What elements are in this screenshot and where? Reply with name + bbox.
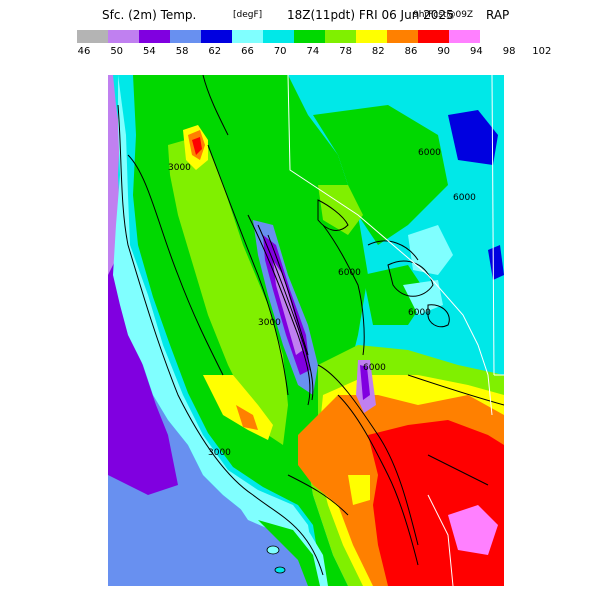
- colorbar-swatch: [77, 30, 108, 43]
- contour-label-6: 3000: [258, 318, 281, 328]
- colorbar-tick: 54: [143, 46, 156, 57]
- contour-label-7: 6000: [363, 363, 386, 373]
- basin-lightcyan-b: [408, 225, 453, 275]
- contour-sierra-2: [257, 224, 314, 401]
- desert-red: [368, 420, 504, 586]
- chart-title: Sfc. (2m) Temp. [degF] 18Z(11pdt) FRI 06…: [0, 8, 611, 24]
- contour-desert-4: [427, 454, 489, 486]
- map-svg: 3000 6000 6000 6000 6000 3000 6000 3000: [108, 75, 504, 586]
- colorbar-tick-labels: 46 50 54 58 62 66 70 74 78 82 86 90 94 98 102: [0, 46, 611, 60]
- basin-blue-east: [488, 245, 504, 280]
- colorbar-tick: 50: [110, 46, 124, 57]
- colorbar-tick: 78: [339, 46, 352, 57]
- colorbar-tick: 46: [77, 46, 91, 57]
- colorbar-tick: 90: [437, 46, 451, 57]
- desert-yellow-spot: [348, 475, 370, 505]
- state-borders: [287, 75, 504, 586]
- colorbar-swatch: [449, 30, 480, 43]
- colorbar-tick: 58: [175, 46, 189, 57]
- valley-lightgreen: [168, 135, 288, 445]
- basin-green-north: [313, 105, 448, 245]
- basin-lightcyan: [403, 280, 443, 315]
- contour-label-8: 3000: [208, 448, 231, 458]
- contour-basin-loop-1: [317, 199, 349, 231]
- title-valid-time: 18Z(11pdt) FRI 06 Jun 2025: [287, 8, 454, 22]
- colorbar-tick: 82: [371, 46, 385, 57]
- colorbar-tick: 102: [532, 46, 552, 57]
- contour-socal-1: [287, 474, 349, 516]
- temperature-colorbar: [77, 30, 480, 43]
- colorbar-swatch: [325, 30, 356, 43]
- island-b: [274, 566, 286, 574]
- title-field: Sfc. (2m) Temp.: [102, 8, 197, 22]
- title-forecast-hour: 9hrFcst@09Z: [413, 10, 474, 20]
- colorbar-tick: 74: [306, 46, 320, 57]
- contour-label-5: 6000: [408, 308, 431, 318]
- desert-pink: [448, 505, 498, 555]
- contour-desert-1: [317, 364, 419, 546]
- contour-basin-1: [322, 224, 365, 356]
- colorbar-swatch: [201, 30, 232, 43]
- contour-desert-2: [337, 394, 419, 566]
- colorbar-tick: 94: [470, 46, 483, 57]
- colorbar-swatch: [387, 30, 418, 43]
- terrain-contours: [117, 75, 504, 576]
- colorbar-tick: 86: [404, 46, 418, 57]
- contour-basin-loop-3: [427, 304, 450, 328]
- valley-orange-spot: [236, 405, 258, 430]
- contour-desert-3: [407, 374, 504, 406]
- border-nv-east: [491, 75, 495, 376]
- colorbar-tick: 62: [208, 46, 222, 57]
- contour-label-3: 6000: [453, 193, 476, 203]
- colorbar-swatch: [170, 30, 201, 43]
- desert-cold-core: [360, 365, 370, 400]
- colorbar-swatch: [232, 30, 263, 43]
- colorbar-tick: 98: [502, 46, 516, 57]
- ocean-violet: [108, 225, 178, 495]
- north-red: [192, 137, 202, 155]
- contour-basin-2: [367, 240, 419, 261]
- contour-basin-loop-2: [387, 260, 434, 297]
- colorbar-swatch: [418, 30, 449, 43]
- colorbar-swatch: [263, 30, 294, 43]
- contour-sierra-1: [247, 214, 311, 406]
- socal-coast-cyan: [238, 505, 328, 586]
- basin-blue-north: [448, 110, 498, 165]
- contour-north: [202, 75, 229, 136]
- title-units: [degF]: [233, 10, 263, 20]
- socal-coast-green: [258, 520, 320, 586]
- contour-label-1: 3000: [168, 163, 191, 173]
- island-a: [266, 545, 280, 555]
- temperature-map: 3000 6000 6000 6000 6000 3000 6000 3000: [108, 75, 504, 586]
- colorbar-swatch: [356, 30, 387, 43]
- contour-coast: [117, 104, 324, 576]
- contour-label-4: 6000: [338, 268, 361, 278]
- contour-coastrange: [127, 154, 224, 376]
- border-ca-nv: [287, 75, 493, 416]
- border-ca-az: [427, 494, 454, 586]
- basin-lightgreen-a: [318, 185, 363, 235]
- colorbar-swatch: [139, 30, 170, 43]
- contour-sierra-3: [267, 234, 309, 356]
- title-model: RAP: [486, 8, 510, 22]
- basin-green-south: [363, 265, 428, 325]
- colorbar-swatch: [108, 30, 139, 43]
- contour-label-2: 6000: [418, 148, 441, 158]
- colorbar-tick: 70: [273, 46, 287, 57]
- colorbar-swatch: [294, 30, 325, 43]
- contour-valley-east: [207, 144, 289, 396]
- colorbar-tick: 66: [241, 46, 254, 57]
